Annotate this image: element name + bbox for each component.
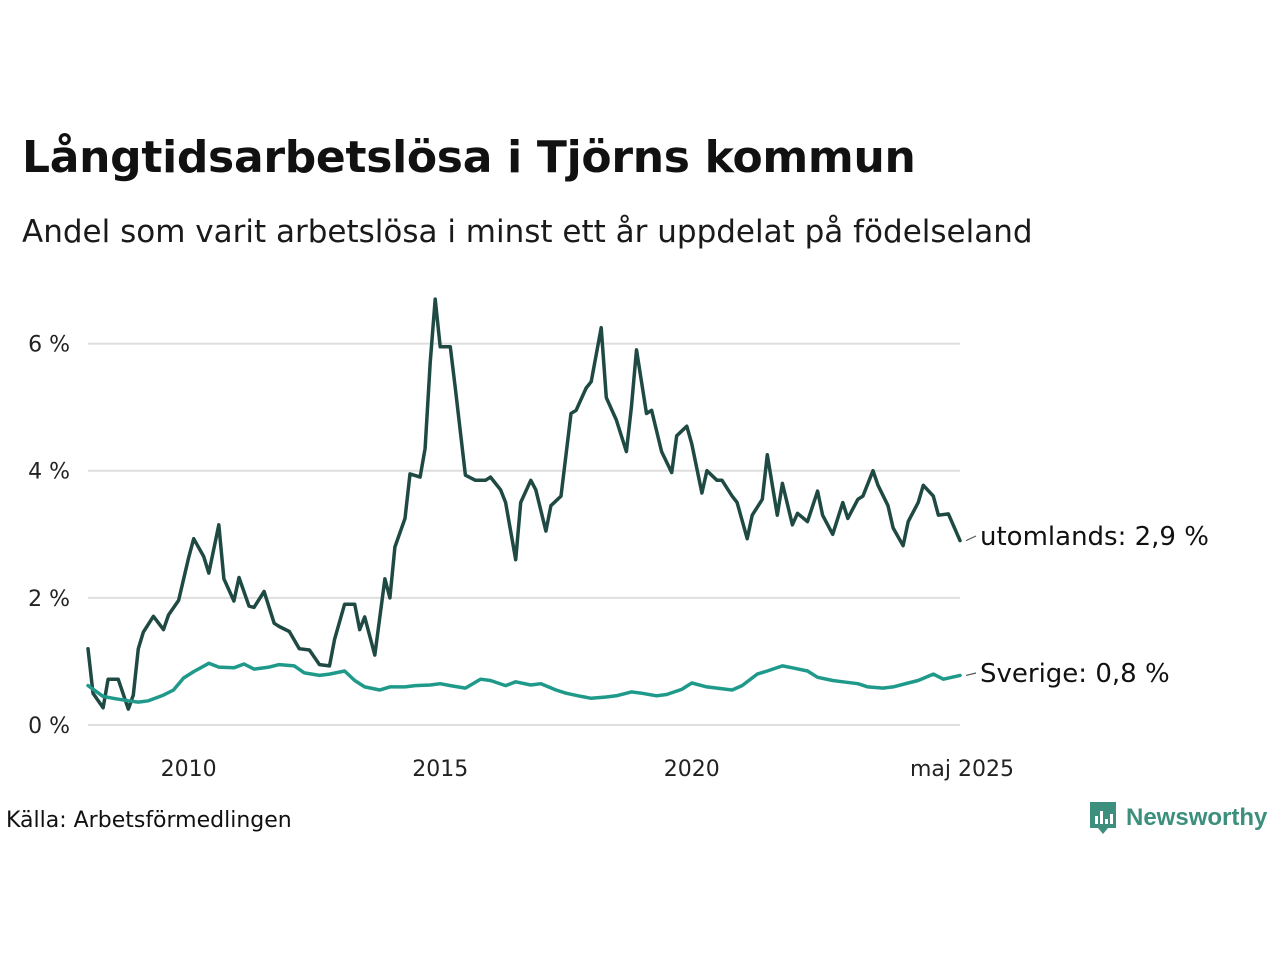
end-label-utomlands: utomlands: 2,9 %	[980, 522, 1209, 552]
series-line-sverige	[86, 661, 962, 704]
newsworthy-logo-icon	[1090, 802, 1116, 834]
source-note: Källa: Arbetsförmedlingen	[6, 808, 292, 833]
x-axis-ticks: 2010 2015 2020 maj 2025	[161, 757, 1014, 782]
x-tick-label: 2020	[664, 757, 720, 782]
series-lines	[86, 297, 962, 711]
chart-subtitle: Andel som varit arbetslösa i minst ett å…	[22, 214, 1033, 250]
end-label-connector	[965, 535, 977, 542]
end-label-sverige: Sverige: 0,8 %	[980, 659, 1170, 689]
y-tick-label: 6 %	[28, 333, 70, 358]
y-tick-label: 4 %	[28, 460, 70, 485]
x-tick-label: 2015	[412, 757, 468, 782]
brand-logo: Newsworthy	[1088, 800, 1267, 836]
line-chart: 0 % 2 % 4 % 6 % 2010 2015 2020 maj 2025 utomla…	[28, 297, 1209, 782]
gridlines	[88, 342, 960, 726]
y-tick-label: 0 %	[28, 714, 70, 739]
brand-name: Newsworthy	[1126, 804, 1268, 831]
x-tick-label: maj 2025	[910, 757, 1014, 782]
x-tick-label: 2010	[161, 757, 217, 782]
y-tick-label: 2 %	[28, 587, 70, 612]
chart-title: Långtidsarbetslösa i Tjörns kommun	[22, 132, 916, 183]
series-line-utomlands	[86, 297, 962, 711]
end-labels: utomlands: 2,9 % Sverige: 0,8 %	[965, 522, 1209, 689]
y-axis-ticks: 0 % 2 % 4 % 6 %	[28, 333, 70, 739]
end-label-connector	[965, 672, 977, 676]
